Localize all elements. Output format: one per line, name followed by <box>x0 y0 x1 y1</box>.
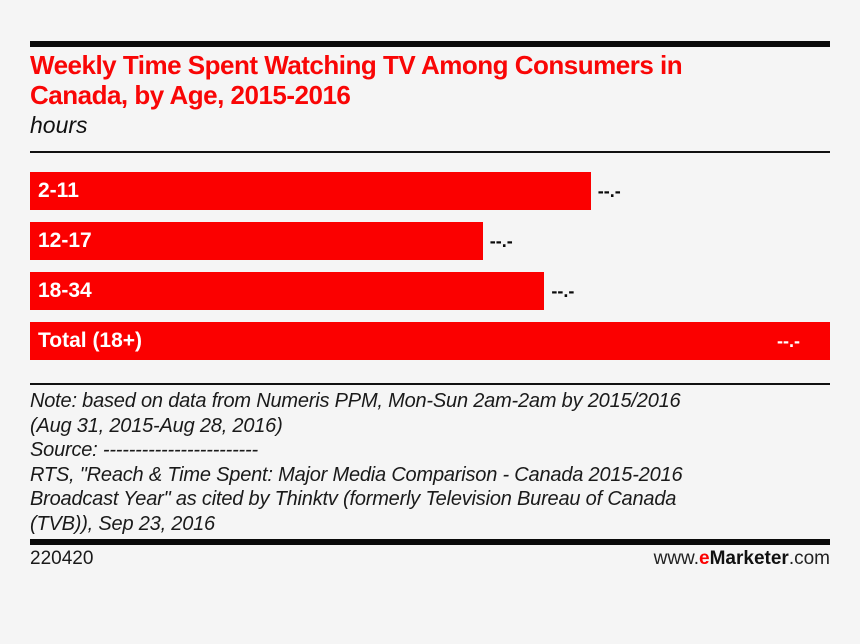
footnote-note-line: Note: based on data from Numeris PPM, Mo… <box>30 390 681 412</box>
footnote: Note: based on data from Numeris PPM, Mo… <box>30 389 830 536</box>
bar-value-label: --.- <box>597 180 621 201</box>
header-divider-rule <box>30 151 830 153</box>
footnote-source-line: RTS, "Reach & Time Spent: Major Media Co… <box>30 463 683 486</box>
bar-chart: 2-11 --.- 12-17 --.- 18-34 --.- Total (18+) --.… <box>30 172 830 360</box>
bar-2-11: 2-11 <box>30 172 591 210</box>
website-prefix: www. <box>653 548 700 569</box>
brand-name: Marketer <box>709 548 789 569</box>
chart-unit-label: hours <box>30 112 88 138</box>
footnote-divider-rule <box>30 383 830 385</box>
bar-row: 2-11 --.- <box>30 172 830 210</box>
bar-category-label: Total (18+) <box>38 329 143 352</box>
footnote-note-line: (Aug 31, 2015-Aug 28, 2016) <box>30 414 283 437</box>
bar-row: 12-17 --.- <box>30 222 830 260</box>
chart-title: Weekly Time Spent Watching TV Among Cons… <box>30 50 830 110</box>
website-suffix: .com <box>788 548 830 569</box>
footnote-source-line: Source: ------------------------ <box>30 439 258 461</box>
bar-18-34: 18-34 <box>30 272 545 310</box>
bar-category-label: 12-17 <box>38 229 92 252</box>
top-rule <box>30 41 830 47</box>
bar-value-label: --.- <box>551 280 575 301</box>
bottom-rule <box>30 539 830 545</box>
bar-category-label: 2-11 <box>38 179 79 202</box>
chart-container: Weekly Time Spent Watching TV Among Cons… <box>30 41 830 570</box>
chart-title-line2: Canada, by Age, 2015-2016 <box>30 80 351 110</box>
bar-12-17: 12-17 <box>30 222 483 260</box>
bar-row: 18-34 --.- <box>30 272 830 310</box>
chart-id: 220420 <box>30 548 94 569</box>
website-url: www.eMarketer.com <box>654 548 830 570</box>
bar-total-18: Total (18+) --.- <box>30 322 830 360</box>
footnote-source-line: Broadcast Year" as cited by Thinktv (for… <box>30 488 677 510</box>
brand-e: e <box>699 548 710 569</box>
bar-value-label: --.- <box>777 330 800 351</box>
chart-title-line1: Weekly Time Spent Watching TV Among Cons… <box>30 50 683 80</box>
footer: 220420 www.eMarketer.com <box>30 548 830 570</box>
bar-category-label: 18-34 <box>38 279 92 302</box>
bar-row: Total (18+) --.- <box>30 322 830 360</box>
bar-value-label: --.- <box>489 230 513 251</box>
footnote-source-line: (TVB)), Sep 23, 2016 <box>30 512 215 535</box>
